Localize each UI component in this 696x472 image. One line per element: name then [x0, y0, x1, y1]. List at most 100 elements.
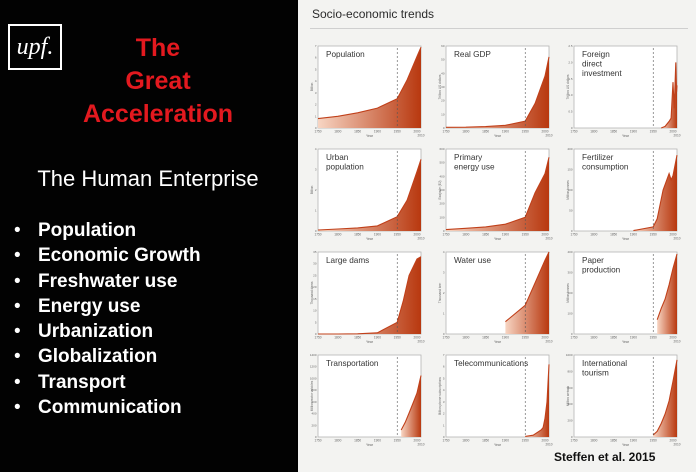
chart-title: population: [326, 163, 364, 172]
series-area: [446, 56, 549, 128]
x-tick-label: 2010: [545, 443, 552, 447]
y-tick-label: 7: [443, 353, 445, 357]
y-axis-label: Billion phone subscriptions: [438, 377, 442, 415]
x-tick-label: 1900: [502, 130, 509, 134]
series-line: [317, 46, 422, 120]
x-tick-label: 1750: [442, 130, 449, 134]
y-tick-label: 1400: [310, 353, 317, 357]
x-tick-label: 2000: [669, 336, 676, 340]
y-axis-label: Billion: [310, 186, 314, 195]
bullet-item: Communication: [14, 395, 201, 420]
chart-title: Fertilizer: [582, 153, 614, 162]
x-tick-label: 2000: [541, 439, 548, 443]
series-area: [525, 364, 549, 437]
y-tick-label: 0: [571, 126, 573, 130]
series-line: [505, 251, 550, 323]
chart-title: Telecommunications: [454, 359, 528, 368]
y-tick-label: 200: [311, 423, 316, 427]
series-line: [652, 359, 678, 436]
y-axis-label: Million arrivals: [566, 386, 570, 407]
x-tick-label: 2010: [417, 443, 424, 447]
x-tick-label: 1750: [442, 439, 449, 443]
x-tick-label: 1850: [610, 336, 617, 340]
trend-chart-population: Population Billion 0 1 2 3 4 5 6 7 1750 1800 1850 190…: [310, 44, 425, 138]
y-tick-label: 30: [441, 85, 445, 89]
x-tick-label: 1750: [570, 439, 577, 443]
x-tick-label: 1950: [650, 233, 657, 237]
x-axis-label: Year: [366, 340, 374, 344]
y-tick-label: 1: [315, 114, 317, 118]
x-axis-label: Year: [366, 237, 374, 241]
bullet-item: Freshwater use: [14, 269, 201, 294]
x-tick-label: 1800: [334, 336, 341, 340]
y-tick-label: 2.0: [568, 60, 573, 64]
y-tick-label: 50: [569, 209, 573, 213]
y-tick-label: 0: [443, 126, 445, 130]
figure-divider: [310, 28, 688, 29]
trend-chart-telecommunications: Telecommunications Billion phone subscrip…: [438, 353, 553, 447]
y-tick-label: 300: [439, 188, 444, 192]
x-tick-label: 1900: [630, 336, 637, 340]
x-tick-label: 2010: [417, 340, 424, 344]
y-tick-label: 0: [571, 332, 573, 336]
x-tick-label: 1950: [522, 233, 529, 237]
chart-title: investment: [582, 69, 622, 78]
x-tick-label: 2000: [413, 233, 420, 237]
x-tick-label: 1900: [374, 336, 381, 340]
y-tick-label: 0: [315, 126, 317, 130]
chart-title: energy use: [454, 163, 495, 172]
y-tick-label: 200: [439, 202, 444, 206]
y-axis-label: Trillion US dollars: [566, 74, 570, 99]
y-tick-label: 200: [567, 419, 572, 423]
x-tick-label: 2000: [541, 233, 548, 237]
x-tick-label: 1800: [334, 130, 341, 134]
y-axis-label: Million tonnes: [566, 180, 570, 200]
y-tick-label: 100: [567, 188, 572, 192]
y-tick-label: 5: [315, 320, 317, 324]
chart-title: Primary: [454, 153, 483, 162]
x-tick-label: 2010: [545, 237, 552, 241]
y-tick-label: 800: [567, 369, 572, 373]
x-tick-label: 2000: [669, 233, 676, 237]
series-area: [633, 155, 677, 231]
series-area: [318, 47, 421, 129]
x-tick-label: 2000: [669, 439, 676, 443]
slide-title: The Great Acceleration: [58, 32, 258, 131]
x-tick-label: 1800: [462, 130, 469, 134]
x-tick-label: 2000: [669, 130, 676, 134]
y-tick-label: 1200: [310, 365, 317, 369]
x-tick-label: 1950: [394, 336, 401, 340]
y-tick-label: 10: [313, 309, 317, 313]
x-tick-label: 1900: [374, 439, 381, 443]
chart-frame: [317, 354, 422, 438]
y-tick-label: 2: [315, 188, 317, 192]
x-tick-label: 1850: [354, 336, 361, 340]
y-tick-label: 0: [443, 435, 445, 439]
x-tick-label: 1750: [570, 336, 577, 340]
y-tick-label: 50: [441, 58, 445, 62]
y-tick-label: 3: [443, 400, 445, 404]
y-tick-label: 30: [313, 262, 317, 266]
x-tick-label: 2000: [541, 130, 548, 134]
y-tick-label: 1: [443, 423, 445, 427]
x-tick-label: 1750: [314, 336, 321, 340]
x-tick-label: 1900: [630, 233, 637, 237]
series-line: [633, 154, 678, 232]
x-axis-label: Year: [494, 237, 502, 241]
x-tick-label: 2000: [541, 336, 548, 340]
x-tick-label: 2010: [545, 134, 552, 138]
x-tick-label: 1950: [522, 439, 529, 443]
series-area: [318, 159, 421, 231]
bullet-item: Energy use: [14, 294, 201, 319]
x-tick-label: 1950: [522, 130, 529, 134]
x-tick-label: 2010: [673, 340, 680, 344]
x-tick-label: 1850: [610, 130, 617, 134]
x-tick-label: 1900: [502, 336, 509, 340]
y-axis-label: Thousand km³: [438, 283, 442, 303]
x-tick-label: 1800: [462, 233, 469, 237]
x-tick-label: 1800: [334, 439, 341, 443]
series-area: [653, 359, 677, 437]
y-tick-label: 4: [443, 388, 445, 392]
x-tick-label: 1950: [394, 439, 401, 443]
